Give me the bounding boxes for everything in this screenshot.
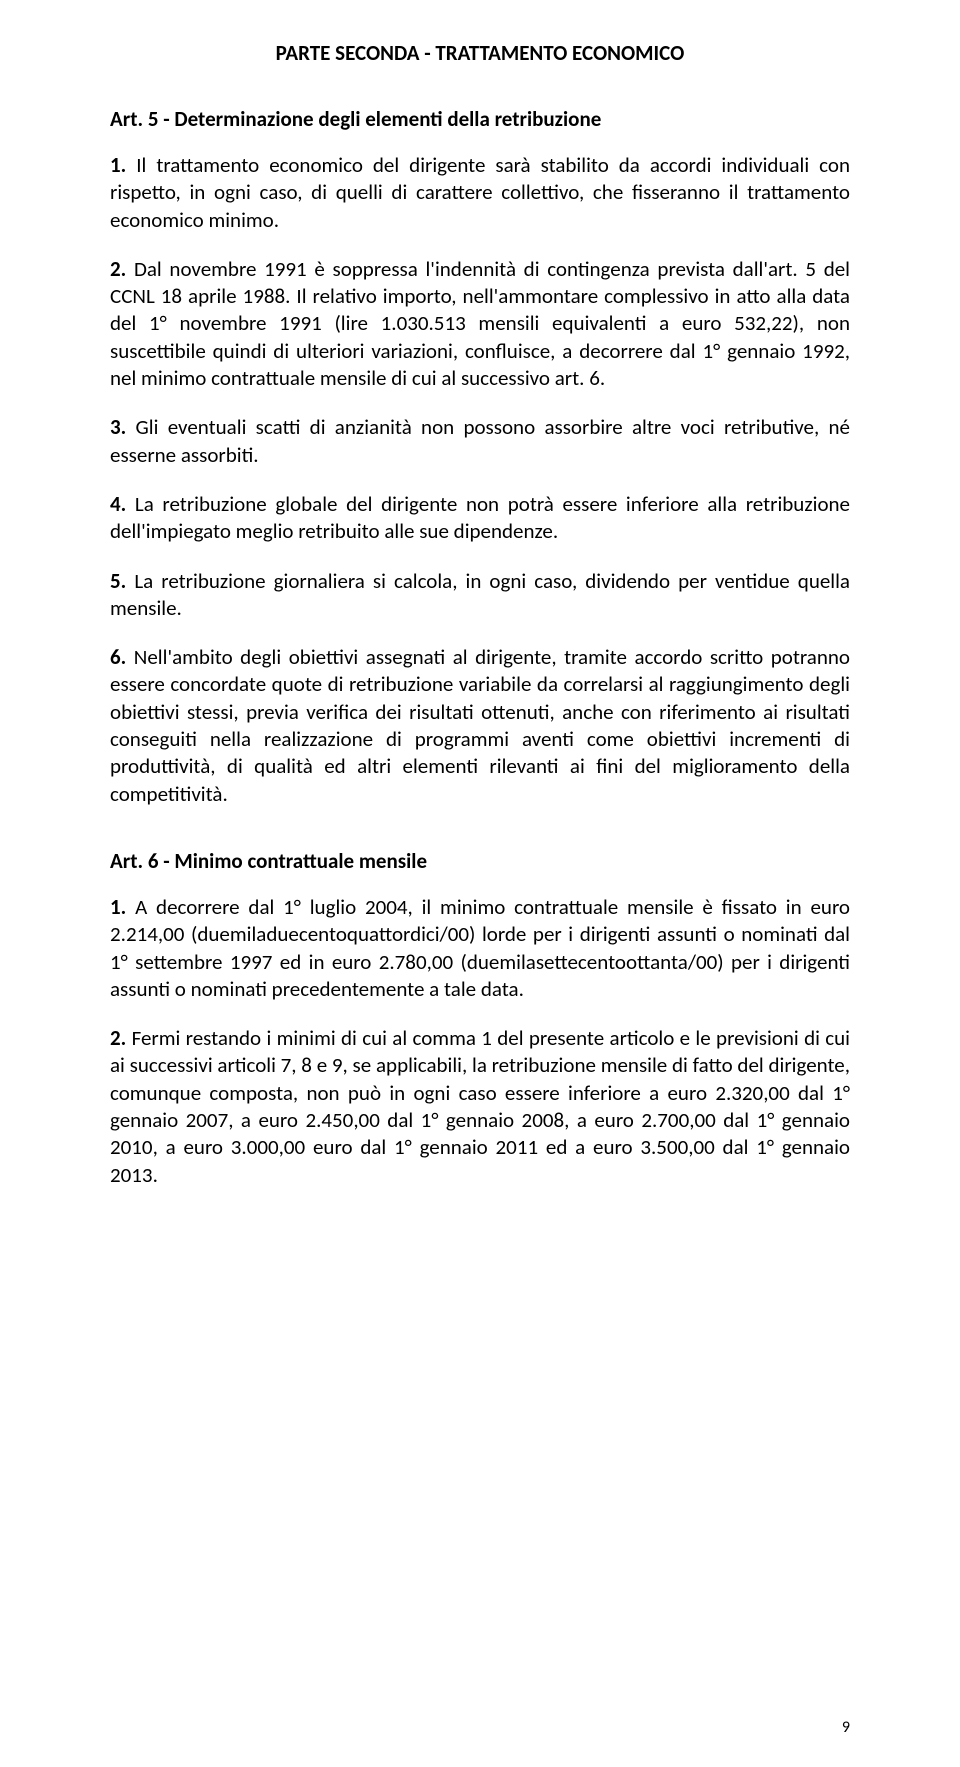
art5-para-1: 1. Il trattamento economico del dirigent…	[110, 152, 850, 234]
para-text: Il trattamento economico del dirigente s…	[110, 152, 850, 233]
para-text: A decorrere dal 1° luglio 2004, il minim…	[110, 894, 850, 1002]
para-number: 5.	[110, 568, 126, 594]
para-text: La retribuzione giornaliera si calcola, …	[110, 568, 850, 621]
para-text: Gli eventuali scatti di anzianità non po…	[110, 414, 850, 467]
para-text: Fermi restando i minimi di cui al comma …	[110, 1025, 850, 1187]
para-number: 1.	[110, 894, 126, 920]
art6-para-1: 1. A decorrere dal 1° luglio 2004, il mi…	[110, 894, 850, 1003]
para-text: Nell'ambito degli obiettivi assegnati al…	[110, 644, 850, 806]
para-number: 6.	[110, 644, 126, 670]
para-number: 4.	[110, 491, 126, 517]
page-header: PARTE SECONDA - TRATTAMENTO ECONOMICO	[110, 40, 850, 66]
art6-para-2: 2. Fermi restando i minimi di cui al com…	[110, 1025, 850, 1189]
article-5-title: Art. 5 - Determinazione degli elementi d…	[110, 106, 850, 132]
page-number: 9	[842, 1718, 850, 1737]
para-number: 2.	[110, 256, 126, 282]
para-text: La retribuzione globale del dirigente no…	[110, 491, 850, 544]
para-text: Dal novembre 1991 è soppressa l'indennit…	[110, 256, 850, 391]
art5-para-5: 5. La retribuzione giornaliera si calcol…	[110, 568, 850, 623]
para-number: 3.	[110, 414, 126, 440]
art5-para-6: 6. Nell'ambito degli obiettivi assegnati…	[110, 644, 850, 808]
art5-para-3: 3. Gli eventuali scatti di anzianità non…	[110, 414, 850, 469]
para-number: 2.	[110, 1025, 126, 1051]
art5-para-2: 2. Dal novembre 1991 è soppressa l'inden…	[110, 256, 850, 392]
art5-para-4: 4. La retribuzione globale del dirigente…	[110, 491, 850, 546]
para-number: 1.	[110, 152, 126, 178]
article-6-title: Art. 6 - Minimo contrattuale mensile	[110, 848, 850, 874]
